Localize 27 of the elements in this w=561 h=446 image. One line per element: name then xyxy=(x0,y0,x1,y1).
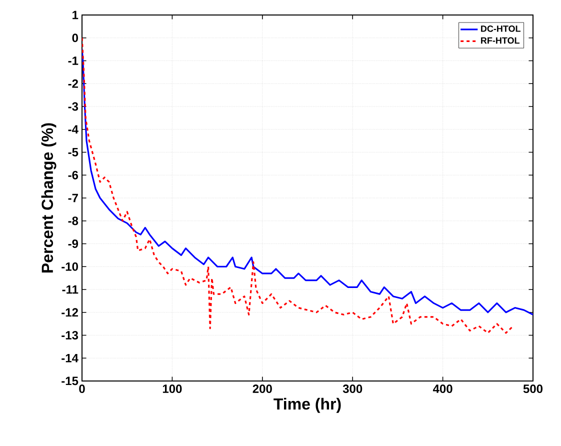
x-tick-label: 300 xyxy=(342,384,362,394)
y-tick-label: -3 xyxy=(68,102,78,111)
x-tick-label: 0 xyxy=(79,384,85,394)
y-tick-label: -1 xyxy=(68,56,78,65)
y-tick-label: -10 xyxy=(62,262,78,271)
y-tick-label: 0 xyxy=(72,34,78,42)
y-tick-label: -9 xyxy=(68,239,78,248)
y-tick-label: -12 xyxy=(62,308,78,317)
y-tick-label: -6 xyxy=(68,170,78,180)
y-tick-label: -14 xyxy=(62,354,78,362)
y-tick-label: -13 xyxy=(62,330,78,340)
y-tick-label: -7 xyxy=(68,194,78,202)
y-tick-label: -15 xyxy=(62,376,78,386)
x-axis-title: Time (hr) xyxy=(274,398,341,413)
y-tick-label: -2 xyxy=(68,79,78,88)
x-tick-label: 200 xyxy=(252,384,272,394)
y-tick-label: -8 xyxy=(68,216,78,226)
y-tick-label: -5 xyxy=(68,148,78,156)
legend-label: DC-HTOL xyxy=(481,26,520,32)
x-tick-label: 100 xyxy=(162,384,182,394)
x-tick-label: 500 xyxy=(523,384,543,394)
y-tick-label: -4 xyxy=(68,125,78,134)
y-tick-label: -11 xyxy=(62,285,78,294)
y-tick-label: 1 xyxy=(72,10,78,20)
y-axis-title: Percent Change (%) xyxy=(41,123,56,272)
x-tick-label: 400 xyxy=(432,384,452,394)
legend-label: RF-HTOL xyxy=(481,37,520,44)
